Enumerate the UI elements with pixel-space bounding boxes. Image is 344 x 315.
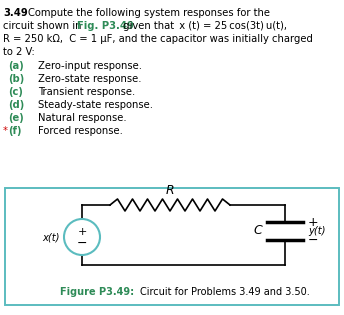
Text: Figure P3.49:: Figure P3.49: bbox=[60, 287, 134, 297]
Text: Transient response.: Transient response. bbox=[38, 87, 135, 97]
Text: to 2 V:: to 2 V: bbox=[3, 47, 35, 57]
Text: Zero-state response.: Zero-state response. bbox=[38, 74, 141, 84]
Text: R: R bbox=[166, 185, 174, 198]
Text: given that  x (t) = 25 cos(3t) u(t),: given that x (t) = 25 cos(3t) u(t), bbox=[120, 21, 287, 31]
Text: Natural response.: Natural response. bbox=[38, 113, 127, 123]
Text: (a): (a) bbox=[8, 61, 24, 71]
Text: Compute the following system responses for the: Compute the following system responses f… bbox=[28, 8, 270, 18]
Text: (f): (f) bbox=[8, 126, 21, 136]
Text: (e): (e) bbox=[8, 113, 24, 123]
Text: +: + bbox=[77, 227, 87, 237]
Text: Circuit for Problems 3.49 and 3.50.: Circuit for Problems 3.49 and 3.50. bbox=[140, 287, 310, 297]
Text: 3.49: 3.49 bbox=[3, 8, 28, 18]
Text: (c): (c) bbox=[8, 87, 23, 97]
Text: (b): (b) bbox=[8, 74, 24, 84]
Text: Zero-input response.: Zero-input response. bbox=[38, 61, 142, 71]
Text: C: C bbox=[253, 225, 262, 238]
Text: +: + bbox=[308, 215, 319, 228]
Text: Steady-state response.: Steady-state response. bbox=[38, 100, 153, 110]
Text: R = 250 kΩ,  C = 1 μF, and the capacitor was initially charged: R = 250 kΩ, C = 1 μF, and the capacitor … bbox=[3, 34, 313, 44]
Text: −: − bbox=[308, 233, 319, 247]
Text: (d): (d) bbox=[8, 100, 24, 110]
Bar bbox=[5, 188, 339, 305]
Text: Fig. P3.49: Fig. P3.49 bbox=[77, 21, 134, 31]
Text: −: − bbox=[77, 237, 87, 249]
Text: x(t): x(t) bbox=[43, 232, 60, 242]
Text: Forced response.: Forced response. bbox=[38, 126, 123, 136]
Text: y(t): y(t) bbox=[308, 226, 325, 236]
Text: *: * bbox=[3, 126, 8, 136]
Text: circuit shown in: circuit shown in bbox=[3, 21, 85, 31]
